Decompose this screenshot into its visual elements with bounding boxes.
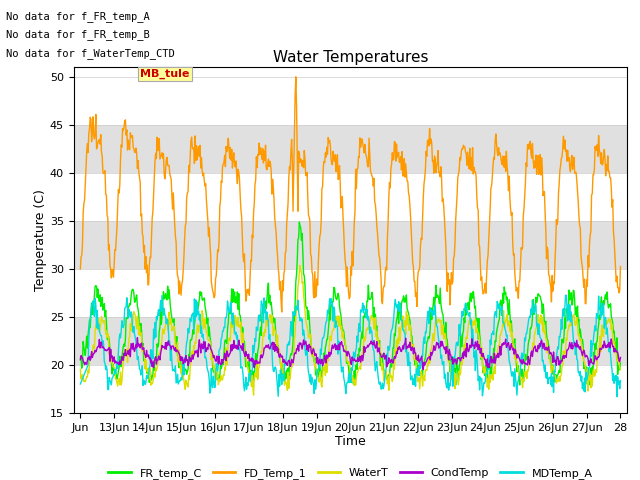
Bar [74, 221, 627, 269]
Text: No data for f_FR_temp_B: No data for f_FR_temp_B [6, 29, 150, 40]
Bar [74, 317, 627, 365]
Title: Water Temperatures: Water Temperatures [273, 49, 428, 65]
X-axis label: Time: Time [335, 435, 366, 448]
Legend: FR_temp_C, FD_Temp_1, WaterT, CondTemp, MDTemp_A: FR_temp_C, FD_Temp_1, WaterT, CondTemp, … [104, 463, 597, 480]
Text: MB_tule: MB_tule [140, 69, 189, 79]
Text: No data for f_FR_temp_A: No data for f_FR_temp_A [6, 11, 150, 22]
Bar [74, 125, 627, 173]
Text: No data for f_WaterTemp_CTD: No data for f_WaterTemp_CTD [6, 48, 175, 59]
Y-axis label: Temperature (C): Temperature (C) [34, 189, 47, 291]
